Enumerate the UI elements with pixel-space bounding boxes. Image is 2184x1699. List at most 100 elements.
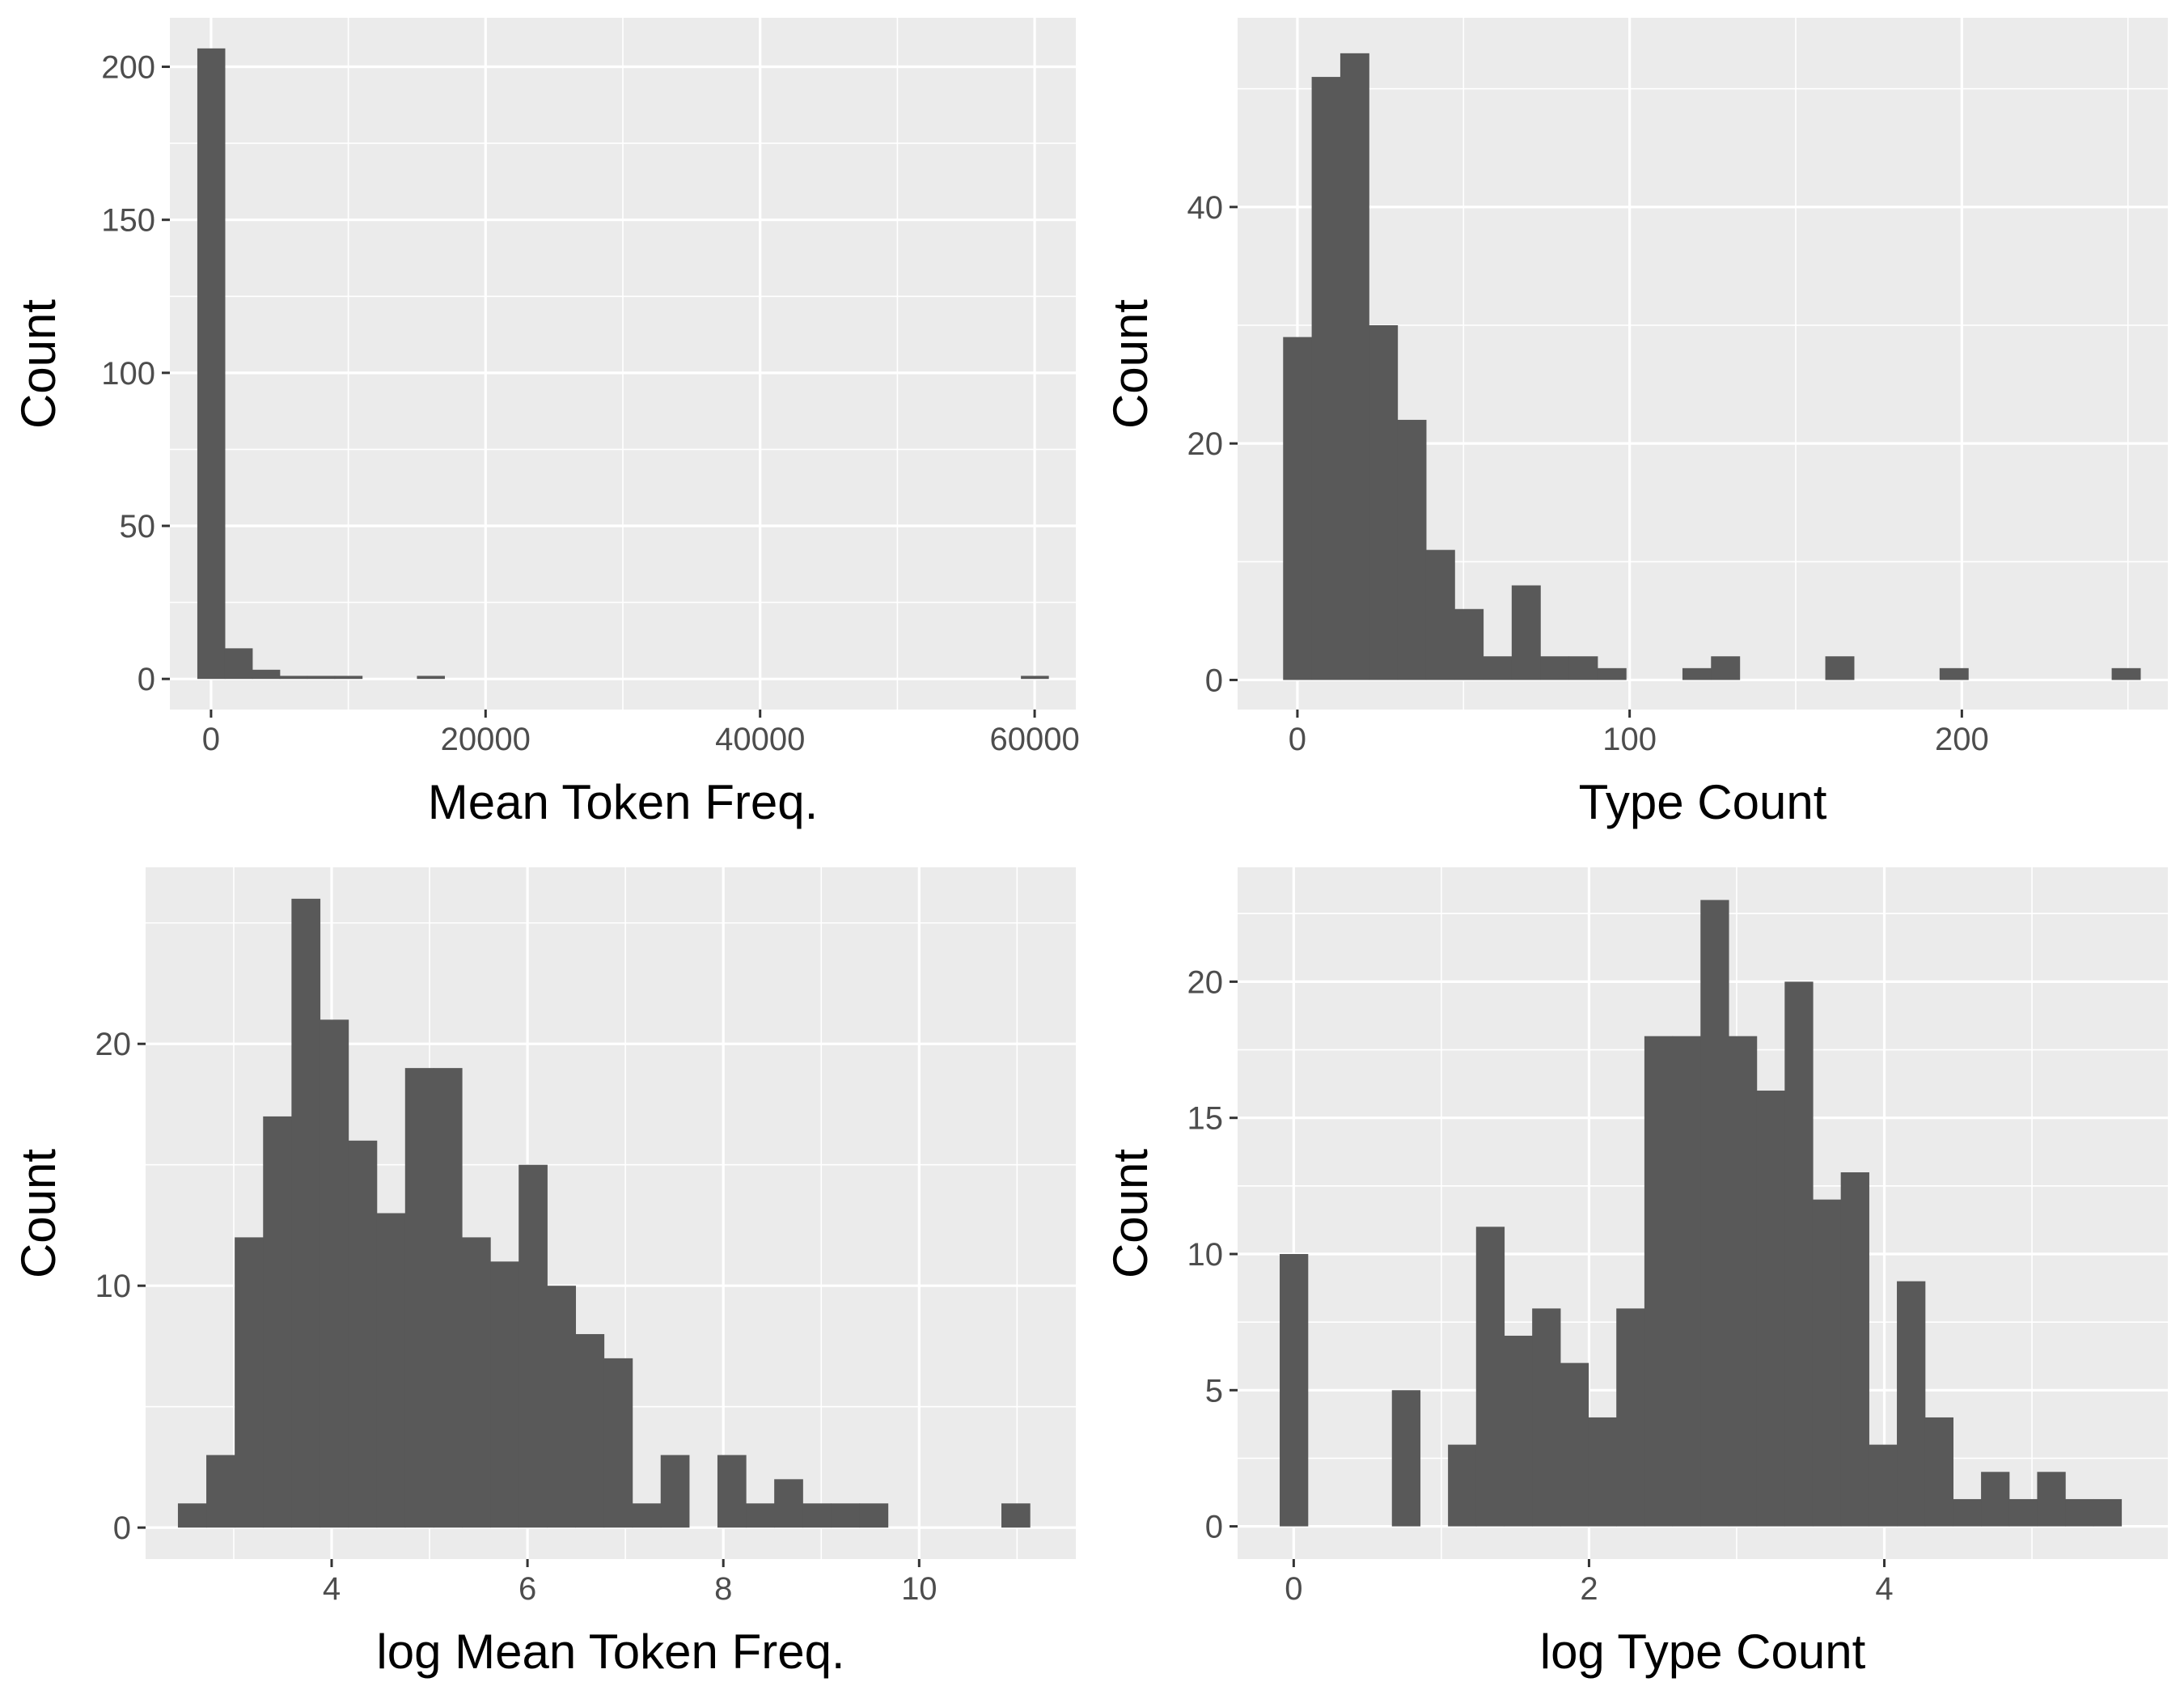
histogram-bar: [417, 676, 445, 680]
histogram-bar: [224, 648, 253, 680]
histogram-bar: [2008, 1498, 2038, 1527]
x-tick-label: 40000: [715, 722, 805, 757]
x-tick-label: 0: [1285, 1571, 1302, 1607]
y-axis-title: Count: [11, 299, 66, 429]
histogram-bar: [1616, 1308, 1645, 1527]
histogram-bar: [1939, 667, 1969, 680]
histogram-bar: [291, 898, 321, 1528]
x-axis-ticks: 0 2 4: [1285, 1559, 1894, 1607]
y-tick-label: 10: [95, 1269, 132, 1304]
histogram-bar: [660, 1455, 690, 1528]
histogram-bar: [2111, 667, 2141, 680]
histogram-bar: [1840, 1172, 1869, 1527]
histogram-panel-log-type-count: 0 2 4 0 5 10 15 20 log Type Count Count: [1092, 850, 2184, 1699]
histogram-bar: [1953, 1498, 1982, 1527]
y-axis-title: Count: [1103, 299, 1158, 429]
histogram-bar: [462, 1237, 491, 1528]
histogram-bar: [404, 1068, 434, 1528]
histogram-bar: [1369, 325, 1399, 680]
x-tick-label: 4: [1875, 1571, 1893, 1607]
histogram-bar: [1597, 667, 1627, 680]
x-tick-label: 2: [1580, 1571, 1598, 1607]
histogram-bar: [1568, 656, 1598, 680]
histogram-svg-1: 0 20000 40000 60000 0 50 100 150 200 Mean Token…: [11, 18, 1080, 829]
histogram-bar: [1869, 1444, 1898, 1527]
histogram-panel-log-mean-token-freq: 4 6 8 10 0 10 20 log Mean Token Freq. Count: [0, 850, 1092, 1699]
y-tick-label: 5: [1205, 1373, 1223, 1409]
histogram-bar: [1644, 1036, 1674, 1527]
histogram-svg-3: 4 6 8 10 0 10 20 log Mean Token Freq. Count: [11, 867, 1076, 1679]
histogram-bar: [1540, 656, 1570, 680]
y-axis-ticks: 0 10 20: [95, 1027, 146, 1546]
x-tick-label: 20000: [441, 722, 531, 757]
minor-gridlines: [170, 18, 1076, 710]
y-tick-label: 20: [1187, 964, 1224, 1000]
y-tick-label: 40: [1187, 190, 1224, 226]
histogram-bars: [1280, 900, 2123, 1527]
y-tick-label: 20: [1187, 426, 1224, 462]
x-axis-title: log Mean Token Freq.: [376, 1625, 844, 1679]
histogram-panel-type-count: 0 100 200 0 20 40 Type Count Count: [1092, 0, 2184, 850]
y-tick-label: 0: [1205, 663, 1223, 698]
histogram-bar: [279, 676, 308, 680]
histogram-bar: [575, 1333, 605, 1528]
histogram-bar: [717, 1455, 747, 1528]
histogram-bars: [1283, 53, 2141, 680]
y-axis-title: Count: [11, 1149, 66, 1278]
histogram-bar: [177, 1503, 207, 1528]
histogram-bar: [802, 1503, 832, 1528]
x-axis-title: Mean Token Freq.: [428, 775, 819, 829]
y-axis-ticks: 0 5 10 15 20: [1187, 964, 1238, 1545]
histogram-bar: [263, 1116, 292, 1528]
histogram-bar: [746, 1503, 775, 1528]
histogram-bar: [603, 1358, 633, 1528]
histogram-bar: [518, 1164, 548, 1528]
histogram-bar: [1511, 585, 1541, 680]
histogram-bar: [1981, 1472, 2010, 1527]
histogram-bar: [252, 669, 281, 680]
histogram-bar: [1001, 1503, 1031, 1528]
histogram-bar: [334, 676, 363, 680]
x-tick-label: 4: [323, 1571, 341, 1607]
histogram-bar: [1728, 1036, 1758, 1527]
histogram-bar: [1897, 1281, 1926, 1527]
histogram-bars: [197, 48, 1049, 680]
histogram-bar: [1682, 667, 1712, 680]
x-axis-ticks: 0 20000 40000 60000: [202, 710, 1080, 757]
y-axis-title: Count: [1103, 1149, 1158, 1278]
histogram-svg-4: 0 2 4 0 5 10 15 20 log Type Count Count: [1103, 867, 2168, 1679]
x-axis-ticks: 4 6 8 10: [323, 1559, 938, 1607]
histogram-bar: [1700, 900, 1729, 1527]
histogram-bar: [376, 1213, 406, 1528]
y-tick-label: 150: [101, 203, 155, 239]
histogram-bar: [1504, 1335, 1533, 1527]
histogram-bar: [2065, 1498, 2094, 1527]
histogram-bar: [1784, 981, 1814, 1527]
histogram-bar: [1425, 549, 1455, 680]
y-axis-ticks: 0 50 100 150 200: [101, 50, 170, 697]
histogram-panel-mean-token-freq: 0 20000 40000 60000 0 50 100 150 200 Mean Token…: [0, 0, 1092, 850]
y-tick-label: 0: [138, 662, 155, 697]
x-axis-title: Type Count: [1579, 775, 1827, 829]
histogram-bar: [859, 1503, 889, 1528]
y-tick-label: 100: [101, 356, 155, 392]
histogram-bar: [632, 1503, 662, 1528]
histogram-bar: [1280, 1253, 1309, 1527]
x-tick-label: 0: [1289, 722, 1306, 757]
histogram-bar: [1532, 1308, 1561, 1527]
histogram-bar: [1397, 419, 1427, 680]
histogram-bar: [490, 1261, 519, 1528]
histogram-bar: [1924, 1417, 1954, 1527]
x-tick-label: 200: [1935, 722, 1989, 757]
histogram-bar: [1483, 656, 1513, 680]
histogram-bar: [433, 1068, 463, 1528]
histogram-bar: [320, 1019, 349, 1528]
x-axis-ticks: 0 100 200: [1289, 710, 1989, 757]
y-tick-label: 0: [113, 1510, 131, 1546]
histogram-bar: [1711, 656, 1741, 680]
x-axis-title: log Type Count: [1540, 1625, 1866, 1679]
histogram-bar: [206, 1455, 235, 1528]
histogram-bar: [348, 1140, 378, 1528]
x-tick-label: 10: [901, 1571, 938, 1607]
histogram-bar: [197, 48, 226, 680]
